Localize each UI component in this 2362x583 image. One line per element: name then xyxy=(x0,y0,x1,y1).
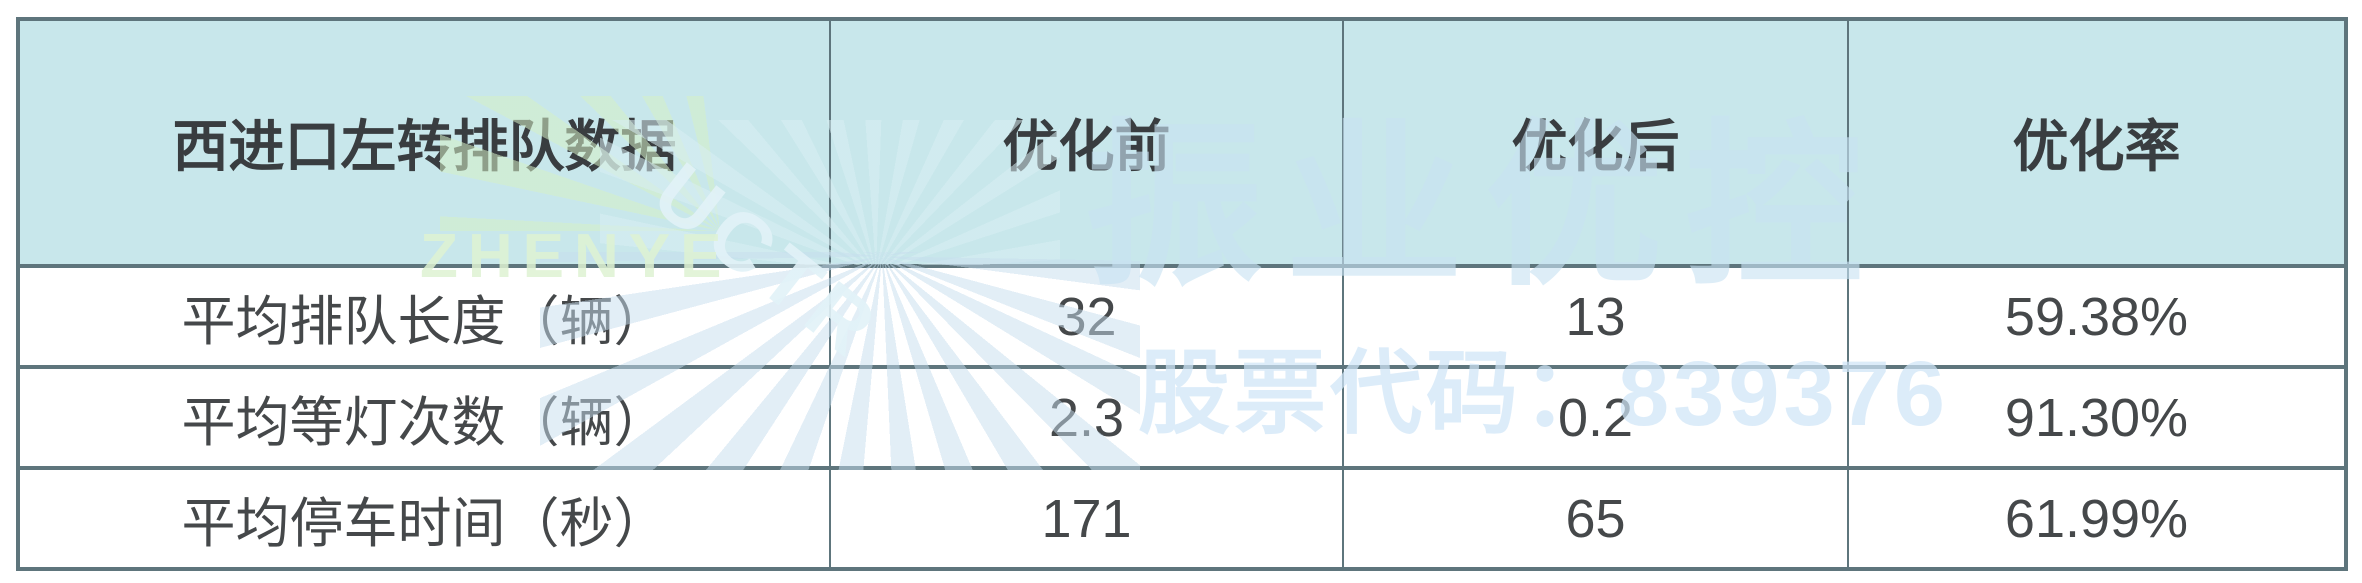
table-row: 平均等灯次数（辆） 2.3 0.2 91.30% xyxy=(17,365,2347,470)
row1-metric-label: 平均排队长度（辆） xyxy=(17,264,831,369)
row2-after-value: 0.2 xyxy=(1342,365,1849,470)
table-row: 平均排队长度（辆） 32 13 59.38% xyxy=(17,264,2347,369)
row2-before-value: 2.3 xyxy=(829,365,1344,470)
queue-data-table: 西进口左转排队数据 优化前 优化后 优化率 平均排队长度（辆） 32 13 59… xyxy=(16,17,2348,571)
row2-rate-value: 91.30% xyxy=(1847,365,2347,470)
table-row: 平均停车时间（秒） 171 65 61.99% xyxy=(17,466,2347,571)
row1-rate-value: 59.38% xyxy=(1847,264,2347,369)
column-header-before: 优化前 xyxy=(829,17,1344,268)
header-row: 西进口左转排队数据 优化前 优化后 优化率 xyxy=(17,17,2347,268)
row3-rate-value: 61.99% xyxy=(1847,466,2347,571)
column-header-metric: 西进口左转排队数据 xyxy=(17,17,831,268)
row1-after-value: 13 xyxy=(1342,264,1849,369)
row2-metric-label: 平均等灯次数（辆） xyxy=(17,365,831,470)
row3-metric-label: 平均停车时间（秒） xyxy=(17,466,831,571)
column-header-rate: 优化率 xyxy=(1847,17,2347,268)
row3-before-value: 171 xyxy=(829,466,1344,571)
column-header-after: 优化后 xyxy=(1342,17,1849,268)
row1-before-value: 32 xyxy=(829,264,1344,369)
row3-after-value: 65 xyxy=(1342,466,1849,571)
